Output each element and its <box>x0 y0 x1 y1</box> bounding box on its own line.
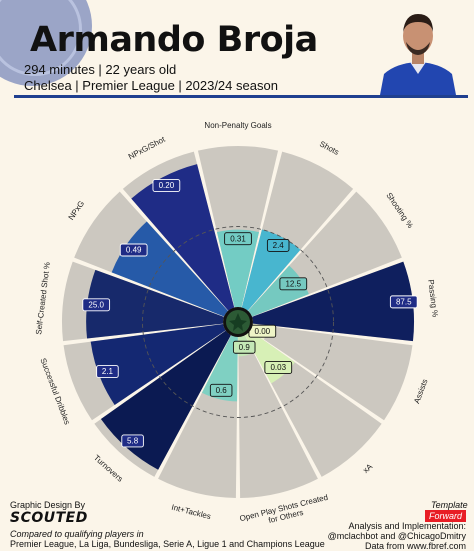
player-photo <box>376 8 460 95</box>
value-label-open-play-shots-created-for-others: 0.9 <box>239 343 251 352</box>
category-label-shooting: Shooting % <box>384 191 415 230</box>
wedge-npxg-shot <box>131 164 235 311</box>
team-season: Chelsea | Premier League | 2023/24 seaso… <box>24 78 278 93</box>
value-label-self-created-shot: 25.0 <box>88 300 104 309</box>
value-box-npxg-shot <box>152 179 181 192</box>
category-label-open-play-shots-created-for-others: Open Play Shots Createdfor Others <box>239 493 331 532</box>
category-label-npxg: NPxG <box>67 199 87 222</box>
value-box-shots <box>266 238 290 252</box>
category-label-int-tackles: Int+Tackles <box>171 503 212 521</box>
design-label: Graphic Design By <box>10 500 86 510</box>
value-box-non-penalty-goals <box>224 232 252 246</box>
wedge-bg-open-play-shots-created-for-others <box>238 335 318 498</box>
value-label-xa: 0.03 <box>270 363 286 372</box>
value-label-non-penalty-goals: 0.31 <box>230 234 246 243</box>
compare-line1: Compared to qualifying players in <box>10 529 144 539</box>
value-box-npxg <box>119 243 148 257</box>
analysis-line3: Data from www.fbref.com <box>364 541 466 551</box>
category-label-non-penalty-goals: Non-Penalty Goals <box>204 121 271 130</box>
center-star-icon <box>229 313 247 331</box>
value-label-assists: 0.00 <box>255 327 271 336</box>
value-labels: 0.31 2.4 12.5 87.5 0.00 0.03 0.9 0.6 5.8 2.1 25.0 0… <box>82 179 418 448</box>
value-box-xa <box>264 361 293 374</box>
value-label-npxg: 0.49 <box>126 246 142 255</box>
analysis-line2: @mclachbot and @ChicagoDmitry <box>327 531 466 541</box>
value-label-npxg-shot: 0.20 <box>159 181 175 190</box>
value-label-int-tackles: 0.6 <box>216 386 228 395</box>
template-label: Template <box>431 500 468 510</box>
value-box-open-play-shots-created-for-others <box>232 340 256 354</box>
wedge-self-created-shot <box>86 269 224 339</box>
value-label-successful-dribbles: 2.1 <box>102 367 114 376</box>
minutes-age: 294 minutes | 22 years old <box>24 62 177 77</box>
polar-chart: Non-Penalty Goals Shots Shooting % Passing … <box>34 121 440 532</box>
player-name: Armando Broja <box>30 20 318 60</box>
header-rule <box>14 95 468 98</box>
wedges <box>86 164 414 470</box>
wedge-bg-assists <box>250 323 413 421</box>
compare-line2: Premier League, La Liga, Bundesliga, Ser… <box>10 539 325 549</box>
value-label-passing: 87.5 <box>396 297 412 306</box>
value-label-shots: 2.4 <box>273 241 285 250</box>
analysis-line1: Analysis and Implementation: <box>348 521 466 531</box>
category-label-turnovers: Turnovers <box>92 453 125 483</box>
value-box-turnovers <box>121 434 144 448</box>
reference-circle-line <box>142 226 334 418</box>
value-label-shooting: 12.5 <box>285 279 301 288</box>
value-box-passing <box>389 295 418 309</box>
category-label-npxg-shot: NPxG/Shot <box>127 134 167 161</box>
wedge-passing <box>252 261 414 342</box>
wedge-non-penalty-goals <box>216 229 260 308</box>
value-box-self-created-shot <box>82 298 111 312</box>
club-crest-ring <box>0 0 82 76</box>
header: Armando Broja 294 minutes | 22 years old… <box>0 0 474 98</box>
template-badge: Forward <box>425 510 467 522</box>
reference-circle <box>142 226 334 418</box>
category-label-self-created-shot: Self-Created Shot % <box>34 262 52 335</box>
category-label-assists: Assists <box>412 378 429 405</box>
category-label-successful-dribbles: Successful Dribbles <box>38 357 71 426</box>
value-box-successful-dribbles <box>96 365 119 378</box>
value-box-int-tackles <box>209 383 233 397</box>
value-label-turnovers: 5.8 <box>127 437 139 446</box>
category-label-xa: xA <box>361 462 374 475</box>
brand-logo: SCOUTED <box>10 510 88 526</box>
category-label-shots: Shots <box>318 139 340 156</box>
category-label-passing: Passing % <box>426 279 439 318</box>
value-box-shooting <box>279 277 308 291</box>
center-badge <box>223 307 253 337</box>
wedge-successful-dribbles <box>90 323 226 405</box>
